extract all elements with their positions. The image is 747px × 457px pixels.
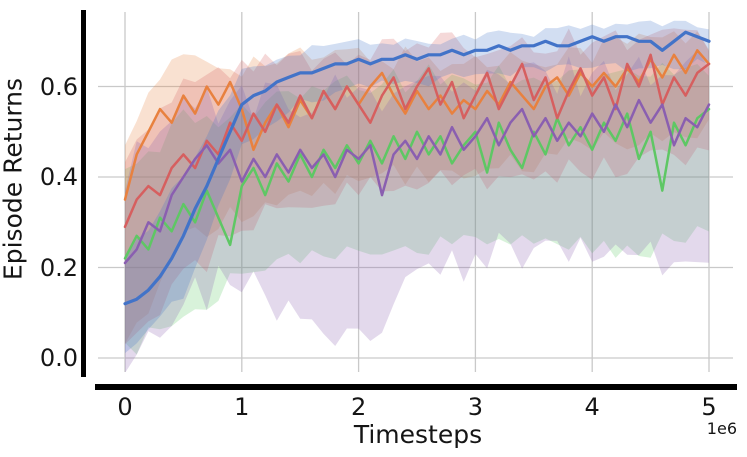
y-axis-spine	[81, 10, 86, 377]
y-tick-label-0.2: 0.2	[39, 253, 78, 282]
x-axis-spine	[95, 384, 737, 390]
series-band-blue-run	[125, 20, 709, 354]
series-line-blue-run	[123, 30, 711, 306]
x-tick-label-4: 4	[584, 393, 600, 421]
series-line-red-run	[123, 53, 711, 229]
x-tick-label-0: 0	[117, 393, 133, 421]
y-tick-label-0.4: 0.4	[39, 163, 78, 191]
x-tick-label-1: 1	[234, 393, 250, 421]
series-band-orange-run	[125, 31, 709, 344]
y-tick-label-0.0: 0.0	[39, 344, 78, 372]
x-tick-label-5: 5	[701, 393, 717, 421]
series-line-green-run	[123, 107, 711, 260]
series-band-green-run	[125, 62, 709, 355]
series-line-purple-run	[123, 98, 711, 265]
x-tick-label-2: 2	[350, 393, 367, 421]
y-axis-title-text: Episode Returns	[0, 77, 28, 281]
x-tick-label-3: 3	[467, 393, 484, 421]
series-line-orange-run	[123, 49, 711, 201]
x-axis-title: Timesteps	[353, 420, 483, 449]
x-axis-offset-label: 1e6	[706, 419, 737, 438]
y-tick-label-0.6: 0.6	[39, 72, 78, 101]
